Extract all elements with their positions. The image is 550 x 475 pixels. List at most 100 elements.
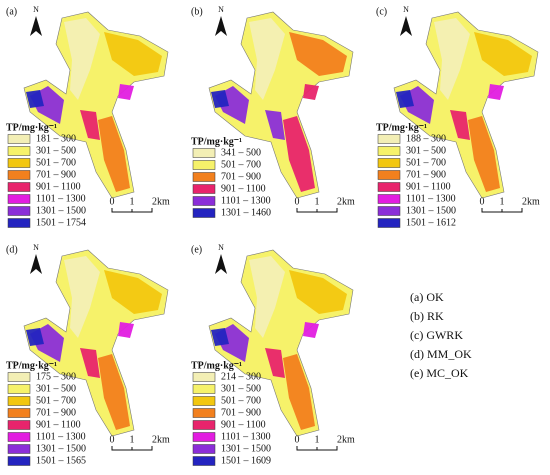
- zone: [118, 322, 134, 338]
- legend-swatch: [377, 182, 401, 192]
- zone: [118, 84, 134, 100]
- legend-range: 1501 – 1609: [221, 455, 271, 466]
- zone: [474, 32, 532, 76]
- legend-swatch: [192, 160, 216, 170]
- panel-label: (d): [6, 244, 18, 255]
- legend-swatch: [192, 184, 216, 194]
- legend-title: TP/mg·kg⁻¹: [6, 122, 57, 133]
- legend-swatch: [7, 158, 31, 168]
- legend-range: 175 – 300: [36, 371, 76, 382]
- legend-swatch: [377, 194, 401, 204]
- zone: [104, 32, 162, 76]
- legend-range: 188 – 300: [406, 133, 446, 144]
- scale-label: 1: [130, 434, 135, 445]
- legend-range: 1301 – 1460: [221, 207, 271, 218]
- legend-range: 1101 – 1300: [36, 431, 86, 442]
- legend-swatch: [7, 384, 31, 394]
- legend-swatch: [377, 158, 401, 168]
- legend-swatch: [377, 206, 401, 216]
- legend-range: 501 – 700: [221, 395, 261, 406]
- legend-swatch: [192, 148, 216, 158]
- legend-swatch: [192, 432, 216, 442]
- method-item: (b) RK: [410, 309, 444, 323]
- legend-swatch: [7, 432, 31, 442]
- zone: [488, 84, 504, 100]
- legend-swatch: [192, 172, 216, 182]
- zone: [283, 354, 315, 430]
- panel-label: (c): [376, 6, 387, 17]
- scale-bar: [296, 446, 338, 451]
- scale-label: 1: [315, 434, 320, 445]
- legend-range: 1101 – 1300: [221, 195, 271, 206]
- zone: [289, 270, 347, 314]
- legend-swatch: [7, 134, 31, 144]
- scale-bar: [296, 208, 338, 213]
- method-item: (e) MC_OK: [410, 366, 469, 380]
- legend-range: 501 – 700: [36, 157, 76, 168]
- legend-range: 1501 – 1612: [406, 217, 456, 228]
- north-label: N: [218, 5, 224, 14]
- legend-range: 1501 – 1565: [36, 455, 86, 466]
- north-arrow: [400, 16, 412, 36]
- scale-label: 1: [315, 196, 320, 207]
- scale-label: 0: [295, 196, 300, 207]
- zone: [80, 110, 100, 140]
- zone: [104, 270, 162, 314]
- legend-range: 341 – 500: [221, 147, 261, 158]
- legend-swatch: [377, 134, 401, 144]
- zone: [26, 328, 44, 346]
- method-item: (a) OK: [410, 290, 444, 304]
- method-item: (d) MM_OK: [410, 347, 472, 361]
- legend-range: 701 – 900: [36, 407, 76, 418]
- legend-range: 1501 – 1754: [36, 217, 86, 228]
- legend-title: TP/mg·kg⁻¹: [191, 136, 242, 147]
- zone: [396, 90, 414, 108]
- north-arrow: [30, 254, 42, 274]
- legend-range: 901 – 1100: [36, 181, 81, 192]
- legend-swatch: [192, 408, 216, 418]
- legend-title: TP/mg·kg⁻¹: [6, 360, 57, 371]
- legend-range: 301 – 500: [36, 383, 76, 394]
- zone: [249, 18, 285, 100]
- zone: [211, 328, 229, 346]
- legend-swatch: [192, 456, 216, 466]
- legend-swatch: [7, 194, 31, 204]
- legend-swatch: [377, 170, 401, 180]
- legend-range: 701 – 900: [221, 171, 261, 182]
- zone: [64, 18, 100, 100]
- method-item: (c) GWRK: [410, 328, 463, 342]
- north-label: N: [33, 5, 39, 14]
- zone: [249, 256, 285, 338]
- panel-label: (a): [6, 6, 17, 17]
- legend-swatch: [7, 420, 31, 430]
- legend-swatch: [7, 444, 31, 454]
- legend-swatch: [7, 456, 31, 466]
- legend-range: 1101 – 1300: [36, 193, 86, 204]
- legend-title: TP/mg·kg⁻¹: [376, 122, 427, 133]
- legend-swatch: [7, 146, 31, 156]
- legend-range: 1301 – 1500: [36, 443, 86, 454]
- legend-swatch: [192, 420, 216, 430]
- legend-swatch: [377, 218, 401, 228]
- legend-range: 1101 – 1300: [406, 193, 456, 204]
- legend-range: 301 – 500: [36, 145, 76, 156]
- legend-title: TP/mg·kg⁻¹: [191, 360, 242, 371]
- legend-swatch: [7, 408, 31, 418]
- legend-swatch: [192, 384, 216, 394]
- legend-swatch: [7, 218, 31, 228]
- legend-range: 1101 – 1300: [221, 431, 271, 442]
- legend-range: 501 – 700: [221, 159, 261, 170]
- north-label: N: [403, 5, 409, 14]
- zone: [434, 18, 470, 100]
- legend-range: 301 – 500: [221, 383, 261, 394]
- north-label: N: [218, 243, 224, 252]
- scale-label: 0: [295, 434, 300, 445]
- legend-range: 1301 – 1500: [406, 205, 456, 216]
- scale-bar: [111, 446, 153, 451]
- legend-range: 501 – 700: [36, 395, 76, 406]
